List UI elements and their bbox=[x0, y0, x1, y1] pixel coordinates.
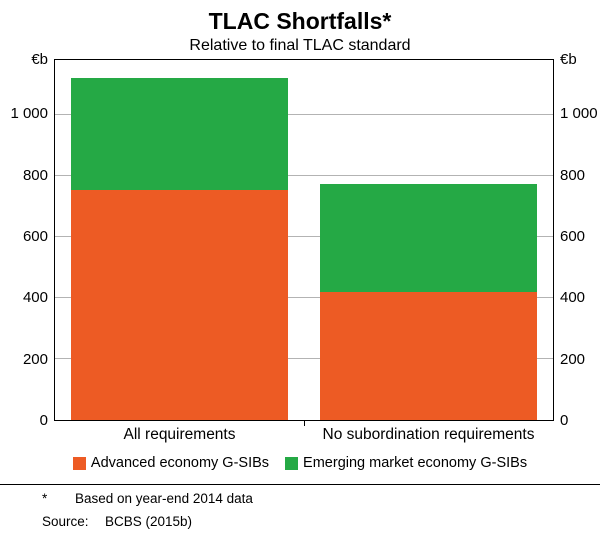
source-line: Source: BCBS (2015b) bbox=[0, 513, 600, 531]
bar-slot-0 bbox=[55, 60, 304, 420]
legend: Advanced economy G-SIBs Emerging market e… bbox=[0, 455, 600, 471]
chart-area: €b 0 200 400 600 800 1 000 €b 0 200 400 600 800 1 00… bbox=[0, 51, 600, 429]
y-tick-label-right-1000: 1 000 bbox=[560, 105, 598, 123]
y-tick-label-left-0: 0 bbox=[39, 412, 48, 429]
gridline-400 bbox=[55, 296, 553, 298]
y-tick-label-left-800: 800 bbox=[22, 166, 48, 184]
stacked-bar-1 bbox=[320, 60, 537, 420]
y-tick-label-left-200: 200 bbox=[22, 350, 48, 368]
x-axis-label-all-requirements: All requirements bbox=[123, 426, 236, 443]
panel-divider-tick bbox=[304, 420, 305, 426]
legend-label-1: Emerging market economy G-SIBs bbox=[303, 455, 528, 471]
footnote-marker: * bbox=[42, 491, 48, 506]
y-axis-left: €b 0 200 400 600 800 1 000 bbox=[0, 51, 54, 429]
plot-area bbox=[54, 59, 554, 426]
footnote-divider bbox=[0, 484, 600, 485]
gridline-200 bbox=[55, 357, 553, 359]
legend-item-1: Emerging market economy G-SIBs bbox=[285, 455, 527, 471]
gridline-600 bbox=[55, 235, 553, 237]
bar-segment-1-1 bbox=[320, 183, 537, 292]
legend-swatch-0 bbox=[72, 456, 86, 470]
y-tick-label-right-600: 600 bbox=[560, 227, 586, 245]
x-axis-labels: All requirements No subordination requir… bbox=[55, 426, 553, 444]
footnote-text: Based on year-end 2014 data bbox=[75, 491, 253, 506]
gridline-1000 bbox=[55, 113, 553, 115]
footnote: * Based on year-end 2014 data bbox=[0, 490, 600, 508]
y-tick-label-left-400: 400 bbox=[22, 289, 48, 307]
chart-title: TLAC Shortfalls* bbox=[208, 8, 392, 34]
y-axis-unit-right: €b bbox=[560, 51, 577, 68]
x-axis-label-no-subordination: No subordination requirements bbox=[322, 426, 535, 443]
legend-swatch-1 bbox=[285, 456, 299, 470]
bar-segment-0-1 bbox=[71, 78, 288, 190]
source-value: BCBS (2015b) bbox=[105, 514, 193, 529]
legend-label-0: Advanced economy G-SIBs bbox=[90, 455, 270, 471]
legend-item-0: Advanced economy G-SIBs bbox=[72, 455, 270, 471]
y-axis-unit-left: €b bbox=[31, 51, 48, 68]
bar-segment-1-0 bbox=[320, 291, 537, 420]
gridline-800 bbox=[55, 174, 553, 176]
y-tick-label-right-800: 800 bbox=[560, 166, 586, 184]
y-axis-right: €b 0 200 400 600 800 1 000 bbox=[554, 51, 600, 429]
y-tick-label-right-0: 0 bbox=[560, 412, 569, 429]
chart-subtitle: Relative to final TLAC standard bbox=[189, 37, 411, 54]
y-tick-label-right-200: 200 bbox=[560, 350, 586, 368]
y-tick-label-left-600: 600 bbox=[22, 227, 48, 245]
y-tick-label-left-1000: 1 000 bbox=[10, 105, 48, 123]
source-label: Source: bbox=[42, 514, 89, 529]
y-tick-label-right-400: 400 bbox=[560, 289, 586, 307]
bar-slot-1 bbox=[304, 60, 553, 420]
stacked-bar-0 bbox=[71, 60, 288, 420]
bar-segment-0-0 bbox=[71, 189, 288, 420]
